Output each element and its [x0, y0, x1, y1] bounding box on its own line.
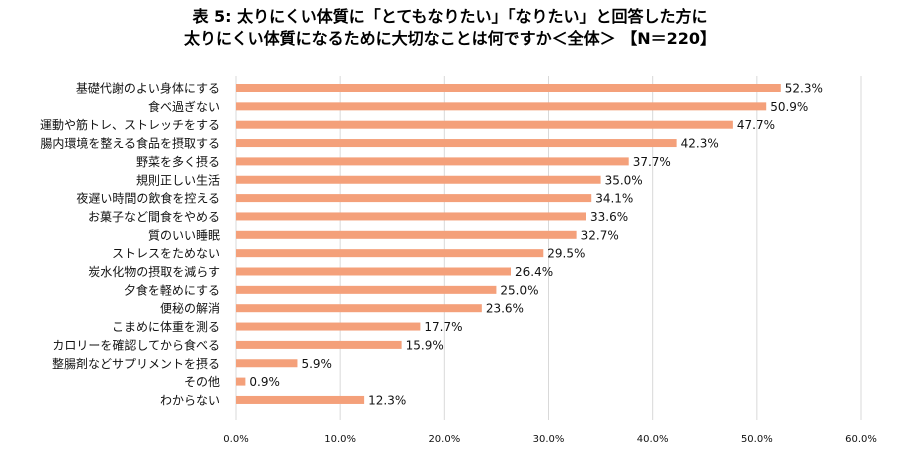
category-label-2: 運動や筋トレ、ストレッチをする — [40, 117, 220, 132]
value-label-5: 35.0% — [605, 173, 643, 187]
category-label-10: 炭水化物の摂取を減らす — [88, 264, 220, 279]
value-label-11: 25.0% — [500, 283, 538, 297]
bar-13 — [236, 322, 421, 331]
value-label-12: 23.6% — [486, 302, 524, 316]
bar-11 — [236, 285, 497, 294]
category-label-15: 整腸剤などサプリメントを摂る — [52, 356, 220, 371]
bar-17 — [236, 395, 365, 404]
x-tick-label-1: 10.0% — [324, 434, 356, 445]
bar-4 — [236, 157, 629, 166]
category-label-12: 便秘の解消 — [160, 302, 220, 316]
value-label-7: 33.6% — [590, 210, 628, 224]
bar-7 — [236, 212, 586, 221]
value-label-15: 5.9% — [301, 357, 332, 371]
category-label-8: 質のいい睡眠 — [148, 227, 220, 242]
value-label-10: 26.4% — [515, 265, 553, 279]
value-label-2: 47.7% — [737, 118, 775, 132]
x-tick-label-2: 20.0% — [428, 434, 460, 445]
chart-title: 表 5: 太りにくい体質に「とてもなりたい」「なりたい」と回答した方に 太りにく… — [0, 6, 900, 50]
value-label-1: 50.9% — [770, 100, 808, 114]
category-label-9: ストレスをためない — [112, 247, 220, 261]
bar-0 — [236, 84, 781, 92]
x-tick-label-3: 30.0% — [533, 434, 565, 445]
value-label-9: 29.5% — [547, 247, 585, 261]
bar-12 — [236, 304, 482, 313]
value-label-4: 37.7% — [633, 155, 671, 169]
bar-16 — [236, 377, 246, 386]
category-label-0: 基礎代謝のよい身体にする — [76, 81, 220, 96]
bar-15 — [236, 359, 298, 368]
bar-3 — [236, 139, 677, 148]
value-label-6: 34.1% — [595, 192, 633, 206]
x-tick-label-6: 60.0% — [845, 434, 877, 445]
category-label-6: 夜遅い時間の飲食を控える — [76, 191, 220, 206]
category-label-17: わからない — [160, 393, 220, 407]
x-tick-label-5: 50.0% — [741, 434, 773, 445]
bar-6 — [236, 194, 592, 203]
chart-title-line-2: 太りにくい体質になるために大切なことは何ですか＜全体＞ 【N＝220】 — [183, 29, 717, 48]
value-label-17: 12.3% — [368, 393, 406, 407]
chart-title-line-1: 表 5: 太りにくい体質に「とてもなりたい」「なりたい」と回答した方に — [192, 7, 708, 26]
bar-9 — [236, 249, 544, 258]
value-label-13: 17.7% — [424, 320, 462, 334]
value-label-8: 32.7% — [581, 228, 619, 242]
bar-10 — [236, 267, 511, 276]
value-label-0: 52.3% — [785, 82, 823, 96]
value-label-16: 0.9% — [249, 375, 280, 389]
bar-2 — [236, 120, 733, 129]
value-label-3: 42.3% — [681, 137, 719, 151]
category-label-14: カロリーを確認してから食べる — [52, 337, 220, 352]
category-label-7: お菓子など間食をやめる — [88, 209, 220, 224]
category-label-5: 規則正しい生活 — [136, 172, 220, 187]
category-label-3: 腸内環境を整える食品を摂取する — [40, 136, 220, 151]
bar-8 — [236, 230, 577, 239]
category-label-11: 夕食を軽めにする — [124, 282, 220, 297]
value-label-14: 15.9% — [406, 338, 444, 352]
category-label-16: その他 — [184, 375, 220, 389]
bar-5 — [236, 175, 601, 184]
category-label-4: 野菜を多く摂る — [136, 154, 220, 169]
x-tick-label-0: 0.0% — [223, 434, 248, 445]
bar-14 — [236, 340, 402, 349]
x-tick-label-4: 40.0% — [637, 434, 669, 445]
category-label-13: こまめに体重を測る — [112, 320, 220, 334]
category-label-1: 食べ過ぎない — [148, 99, 220, 114]
bar-1 — [236, 102, 767, 111]
